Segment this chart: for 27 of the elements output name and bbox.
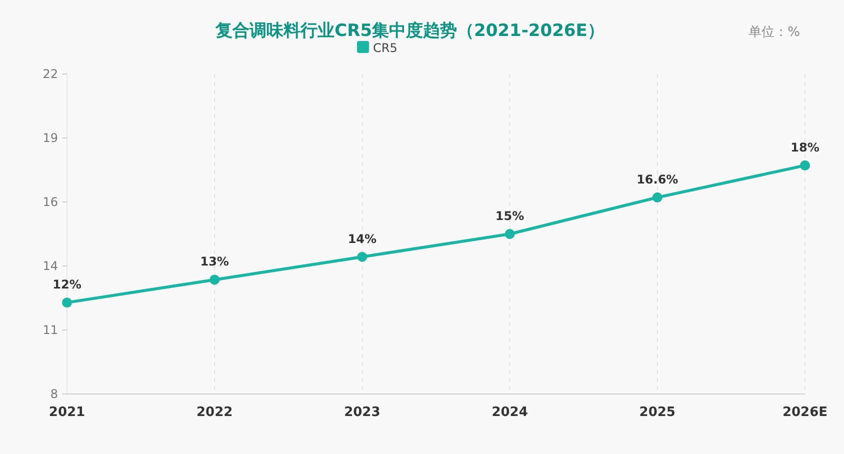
point — [504, 229, 515, 239]
x-tick-label: 2022 — [196, 405, 233, 420]
point — [800, 160, 810, 170]
x-tick-label: 2025 — [639, 405, 676, 420]
y-tick-label: 14 — [42, 259, 58, 273]
x-tick-label: 2024 — [492, 405, 528, 420]
text: 14% — [348, 232, 377, 246]
text: 13% — [200, 254, 229, 269]
y-tick-label: 22 — [42, 67, 58, 81]
text: 12% — [52, 278, 82, 292]
point — [357, 252, 368, 262]
point — [62, 298, 72, 308]
y-tick-label: 11 — [42, 323, 58, 337]
text: 18% — [790, 140, 820, 154]
x-tick-label: 2026E — [782, 405, 828, 420]
y-tick-label: 8 — [50, 387, 58, 401]
chart-title: 复合调味料行业CR5集中度趋势（2021-2026E） — [214, 21, 604, 41]
x-tick-label: 2021 — [48, 405, 86, 420]
text: 16.6% — [636, 172, 678, 186]
point — [652, 192, 662, 202]
y-tick-label: 16 — [42, 195, 58, 209]
point — [210, 274, 220, 285]
text: 单位：% — [748, 25, 800, 40]
y-tick-label: 19 — [42, 131, 58, 145]
text: 15% — [495, 209, 524, 223]
x-tick-label: 2023 — [344, 405, 380, 420]
legend-label: CR5 — [373, 41, 398, 55]
